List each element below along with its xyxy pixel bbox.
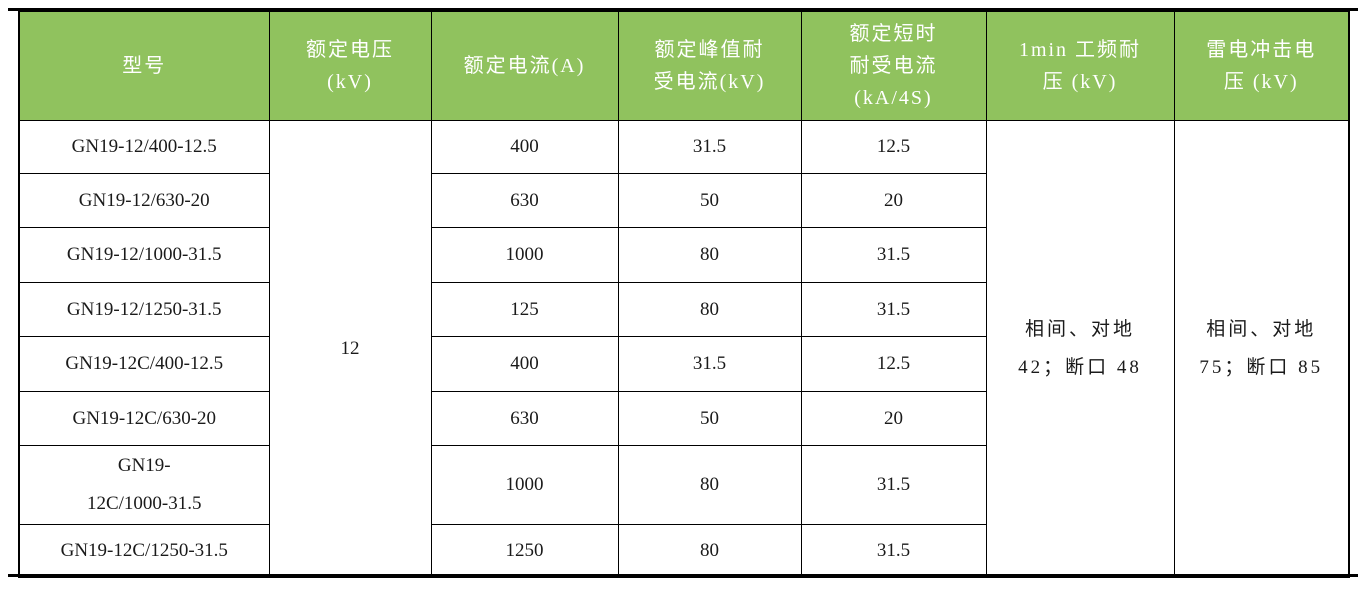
short-time-withstand-cell: 31.5 [800,524,987,578]
table-row: GN19-12C/1250-31.5 1250 80 31.5 [18,524,1349,578]
rated-current-cell: 1250 [430,524,619,578]
peak-withstand-cell: 80 [617,227,802,283]
peak-withstand-cell: 50 [617,173,802,228]
table-row: GN19-12/400-12.5 12 400 31.5 12.5 相间、对地 … [18,120,1350,578]
document-sheet: 型号 额定电压 (kV) 额定电流(A) 额定峰值耐 受电流(kV) 额定短时 … [8,8,1358,578]
rated-current-cell: 630 [430,173,619,228]
rated-current-cell: 400 [430,336,619,392]
header-rated-voltage: 额定电压 (kV) [268,11,432,121]
table-row: GN19-12/1250-31.5 125 80 31.5 [18,282,1349,337]
peak-withstand-cell: 80 [617,282,802,337]
rated-current-cell: 1000 [430,227,619,283]
model-cell: GN19-12/1250-31.5 [18,282,270,337]
lightning-impulse-cell: 相间、对地 75；断口 85 [1173,120,1350,578]
short-time-withstand-cell: 20 [800,391,987,446]
model-cell: GN19-12/1000-31.5 [18,227,270,283]
model-cell: GN19-12C/1250-31.5 [18,524,270,578]
header-power-freq-withstand: 1min 工频耐 压 (kV) [985,11,1175,121]
peak-withstand-cell: 31.5 [617,336,802,392]
peak-withstand-cell: 31.5 [617,120,802,174]
short-time-withstand-cell: 31.5 [800,227,987,283]
peak-withstand-cell: 80 [617,445,802,525]
short-time-withstand-cell: 12.5 [800,336,987,392]
rated-current-cell: 400 [430,120,619,174]
short-time-withstand-cell: 31.5 [800,282,987,337]
table-row: GN19- 12C/1000-31.5 1000 80 31.5 [18,445,1349,525]
peak-withstand-cell: 80 [617,524,802,578]
short-time-withstand-cell: 12.5 [800,120,987,174]
rated-voltage-cell: 12 [268,120,432,578]
model-cell: GN19-12C/400-12.5 [18,336,270,392]
header-short-time-withstand: 额定短时 耐受电流 (kA/4S) [800,11,987,121]
model-cell: GN19-12C/630-20 [18,391,270,446]
switch-spec-table: 型号 额定电压 (kV) 额定电流(A) 额定峰值耐 受电流(kV) 额定短时 … [18,11,1350,578]
short-time-withstand-cell: 31.5 [800,445,987,525]
short-time-withstand-cell: 20 [800,173,987,228]
header-rated-current: 额定电流(A) [430,11,619,121]
table-row: GN19-12C/400-12.5 400 31.5 12.5 [18,336,1349,392]
table-row: GN19-12C/630-20 630 50 20 [18,391,1349,446]
rated-current-cell: 125 [430,282,619,337]
peak-withstand-cell: 50 [617,391,802,446]
power-freq-withstand-cell: 相间、对地 42；断口 48 [985,120,1175,578]
model-cell: GN19-12/630-20 [18,173,270,228]
model-cell: GN19- 12C/1000-31.5 [18,445,270,525]
header-peak-withstand: 额定峰值耐 受电流(kV) [617,11,802,121]
rated-current-cell: 1000 [430,445,619,525]
table-row: GN19-12/630-20 630 50 20 [18,173,1349,228]
rated-current-cell: 630 [430,391,619,446]
header-model: 型号 [18,11,270,121]
table-row: GN19-12/1000-31.5 1000 80 31.5 [18,227,1349,283]
header-lightning-impulse: 雷电冲击电 压 (kV) [1173,11,1350,121]
header-row: 型号 额定电压 (kV) 额定电流(A) 额定峰值耐 受电流(kV) 额定短时 … [18,11,1350,121]
model-cell: GN19-12/400-12.5 [18,120,270,174]
